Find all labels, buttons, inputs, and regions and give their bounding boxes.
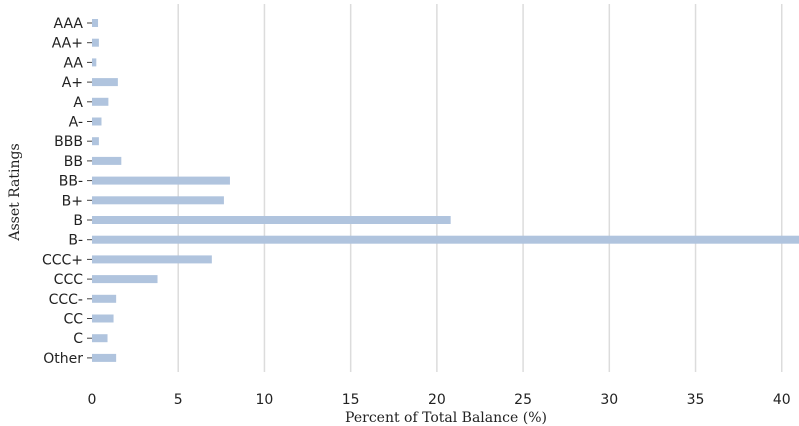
x-tick-label: 5	[174, 392, 183, 408]
bar	[92, 38, 99, 47]
bar	[92, 97, 109, 106]
y-tick-label: B	[73, 213, 83, 229]
x-axis-title: Percent of Total Balance (%)	[345, 410, 547, 426]
bar	[92, 353, 117, 362]
bar	[92, 176, 230, 185]
y-axis-title: Asset Ratings	[7, 143, 23, 241]
y-tick-label: B+	[62, 193, 83, 209]
y-tick-label: A	[73, 95, 83, 111]
x-tick-label: 10	[256, 392, 274, 408]
y-tick-label: AA	[63, 55, 83, 71]
y-tick-label: CC	[63, 312, 83, 328]
y-tick-label: CCC-	[49, 292, 83, 308]
y-tick-label: BB-	[59, 174, 83, 190]
bar	[92, 334, 108, 343]
bar	[92, 255, 212, 264]
y-tick-label: CCC	[54, 272, 84, 288]
x-tick-label: 30	[600, 392, 618, 408]
y-tick-label: BBB	[54, 134, 83, 150]
bar	[92, 235, 799, 244]
y-tick-label: BB	[64, 154, 83, 170]
bars	[92, 19, 799, 362]
y-tick-label: C	[73, 331, 83, 347]
bar	[92, 137, 99, 146]
y-tick-labels: AAAAA+AAA+AA-BBBBBBB-B+BB-CCC+CCCCCC-CCC…	[42, 16, 92, 367]
bar	[92, 314, 114, 323]
y-tick-label: A+	[62, 75, 83, 91]
bar	[92, 156, 122, 165]
x-tick-label: 40	[773, 392, 791, 408]
x-tick-label: 35	[687, 392, 705, 408]
bar	[92, 19, 99, 27]
bar	[92, 294, 117, 303]
bar	[92, 78, 118, 87]
y-tick-label: AAA	[53, 16, 83, 32]
x-tick-label: 25	[514, 392, 532, 408]
y-tick-label: CCC+	[42, 252, 83, 268]
grid-lines	[177, 4, 783, 372]
y-tick-label: B-	[68, 233, 83, 249]
bar	[92, 216, 451, 224]
bar	[92, 58, 97, 67]
bar	[92, 196, 224, 205]
y-tick-label: A-	[69, 115, 83, 131]
bar	[92, 275, 158, 284]
x-tick-label: 15	[342, 392, 360, 408]
y-tick-label: AA+	[52, 36, 83, 52]
x-tick-labels: 0 5 10 15 20 25 30 35 40	[88, 392, 791, 408]
x-tick-label: 20	[428, 392, 446, 408]
x-tick-label: 0	[88, 392, 97, 408]
y-tick-label: Other	[43, 351, 83, 367]
bar	[92, 117, 102, 126]
